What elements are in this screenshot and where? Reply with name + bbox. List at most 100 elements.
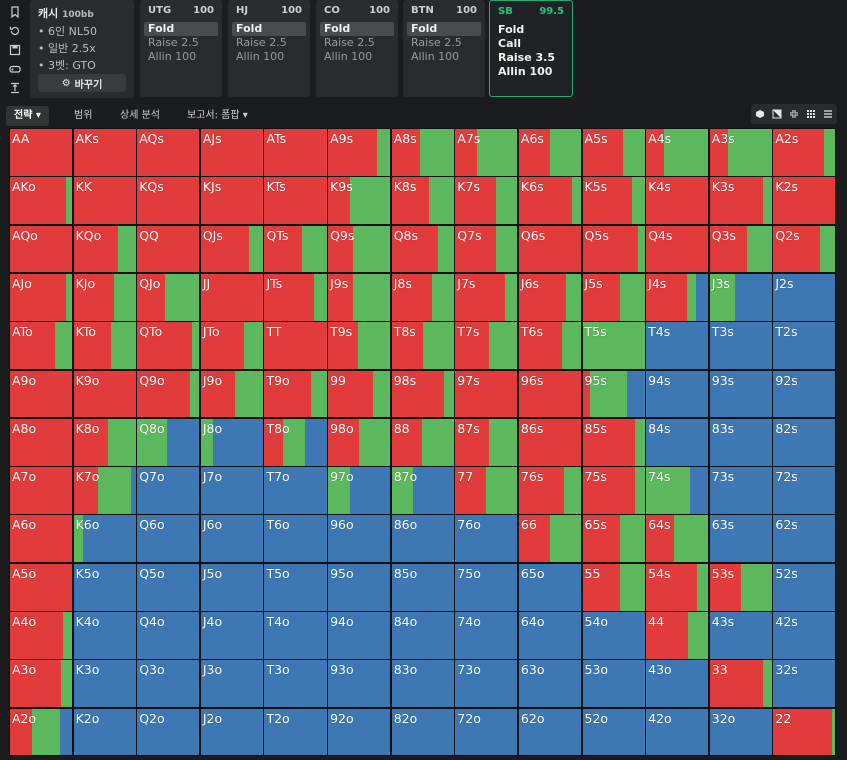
position-panel-hj[interactable]: HJ 100 Fold Raise 2.5 Allin 100 bbox=[228, 0, 310, 97]
position-panel-utg[interactable]: UTG 100 Fold Raise 2.5 Allin 100 bbox=[140, 0, 222, 97]
cube-icon[interactable] bbox=[753, 107, 767, 121]
hand-cell-T9s[interactable]: T9s bbox=[327, 321, 392, 371]
hand-cell-K7o[interactable]: K7o bbox=[72, 466, 137, 515]
hand-cell-JTo[interactable]: JTo bbox=[199, 321, 264, 371]
hand-cell-J9o[interactable]: J9o bbox=[199, 369, 264, 419]
hand-cell-52o[interactable]: 52o bbox=[581, 707, 646, 757]
hand-cell-KQs[interactable]: KQs bbox=[136, 176, 201, 226]
hand-cell-K6o[interactable]: K6o bbox=[72, 514, 137, 564]
action-allin[interactable]: Allin 100 bbox=[236, 50, 285, 63]
hand-cell-ATo[interactable]: ATo bbox=[9, 321, 74, 371]
hand-cell-54o[interactable]: 54o bbox=[581, 611, 646, 660]
hand-cell-94s[interactable]: 94s bbox=[645, 369, 710, 419]
hand-cell-J3s[interactable]: J3s bbox=[708, 272, 773, 322]
action-call[interactable]: Call bbox=[498, 37, 522, 50]
hand-cell-65o[interactable]: 65o bbox=[517, 562, 583, 612]
hand-cell-Q9s[interactable]: Q9s bbox=[327, 224, 392, 274]
hand-cell-Q3s[interactable]: Q3s bbox=[708, 224, 773, 274]
hand-cell-Q6s[interactable]: Q6s bbox=[517, 224, 583, 274]
hand-cell-95o[interactable]: 95o bbox=[327, 562, 392, 612]
align-icon[interactable] bbox=[7, 80, 23, 96]
hand-cell-J4s[interactable]: J4s bbox=[645, 272, 710, 322]
hand-cell-74s[interactable]: 74s bbox=[645, 466, 710, 515]
hand-cell-J2s[interactable]: J2s bbox=[772, 272, 837, 322]
hand-cell-K9s[interactable]: K9s bbox=[327, 176, 392, 226]
hand-cell-73o[interactable]: 73o bbox=[454, 659, 519, 709]
hand-cell-KTs[interactable]: KTs bbox=[263, 176, 328, 226]
hand-cell-84s[interactable]: 84s bbox=[645, 417, 710, 467]
gamepad-icon[interactable] bbox=[7, 61, 23, 77]
hand-cell-A7s[interactable]: A7s bbox=[454, 128, 519, 177]
hand-cell-77[interactable]: 77 bbox=[454, 466, 519, 515]
hand-cell-83o[interactable]: 83o bbox=[390, 659, 455, 709]
hand-cell-32s[interactable]: 32s bbox=[772, 659, 837, 709]
hand-cell-J8o[interactable]: J8o bbox=[199, 417, 264, 467]
hand-cell-44[interactable]: 44 bbox=[645, 611, 710, 660]
hand-cell-92s[interactable]: 92s bbox=[772, 369, 837, 419]
action-raise[interactable]: Raise 2.5 bbox=[148, 36, 199, 49]
hand-cell-A6o[interactable]: A6o bbox=[9, 514, 74, 564]
hand-cell-75o[interactable]: 75o bbox=[454, 562, 519, 612]
hand-cell-Q5o[interactable]: Q5o bbox=[136, 562, 201, 612]
hand-cell-J8s[interactable]: J8s bbox=[390, 272, 455, 322]
hand-cell-64s[interactable]: 64s bbox=[645, 514, 710, 564]
hand-cell-Q9o[interactable]: Q9o bbox=[136, 369, 201, 419]
hand-cell-ATs[interactable]: ATs bbox=[263, 128, 328, 177]
hand-cell-JJ[interactable]: JJ bbox=[199, 272, 264, 322]
change-button[interactable]: ⚙ 바꾸기 bbox=[38, 74, 126, 92]
hand-cell-T7s[interactable]: T7s bbox=[454, 321, 519, 371]
hand-cell-32o[interactable]: 32o bbox=[708, 707, 773, 757]
hand-cell-Q2s[interactable]: Q2s bbox=[772, 224, 837, 274]
history-icon[interactable] bbox=[7, 23, 23, 39]
hand-cell-93o[interactable]: 93o bbox=[327, 659, 392, 709]
hand-cell-93s[interactable]: 93s bbox=[708, 369, 773, 419]
hand-cell-A9o[interactable]: A9o bbox=[9, 369, 74, 419]
compress-icon[interactable] bbox=[787, 107, 801, 121]
hand-cell-Q7s[interactable]: Q7s bbox=[454, 224, 519, 274]
hand-cell-42o[interactable]: 42o bbox=[645, 707, 710, 757]
hand-cell-J7o[interactable]: J7o bbox=[199, 466, 264, 515]
hand-cell-KTo[interactable]: KTo bbox=[72, 321, 137, 371]
hand-cell-63s[interactable]: 63s bbox=[708, 514, 773, 564]
hand-cell-97s[interactable]: 97s bbox=[454, 369, 519, 419]
hand-cell-Q2o[interactable]: Q2o bbox=[136, 707, 201, 757]
grid-icon[interactable] bbox=[804, 107, 818, 121]
hand-cell-94o[interactable]: 94o bbox=[327, 611, 392, 660]
position-panel-sb[interactable]: SB 99.5 Fold Call Raise 3.5 Allin 100 bbox=[489, 0, 573, 97]
hand-cell-76s[interactable]: 76s bbox=[517, 466, 583, 515]
tab-range[interactable]: 범위 bbox=[74, 110, 93, 121]
hand-cell-A2s[interactable]: A2s bbox=[772, 128, 837, 177]
hand-cell-43o[interactable]: 43o bbox=[645, 659, 710, 709]
hand-cell-55[interactable]: 55 bbox=[581, 562, 646, 612]
hand-cell-73s[interactable]: 73s bbox=[708, 466, 773, 515]
action-fold[interactable]: Fold bbox=[320, 22, 394, 36]
hand-cell-AJo[interactable]: AJo bbox=[9, 272, 74, 322]
hand-cell-53s[interactable]: 53s bbox=[708, 562, 773, 612]
hand-cell-K6s[interactable]: K6s bbox=[517, 176, 583, 226]
save-icon[interactable] bbox=[7, 42, 23, 58]
hand-cell-99[interactable]: 99 bbox=[327, 369, 392, 419]
split-view-icon[interactable] bbox=[770, 107, 784, 121]
hand-cell-K2s[interactable]: K2s bbox=[772, 176, 837, 226]
hand-cell-KQo[interactable]: KQo bbox=[72, 224, 137, 274]
hand-cell-T8s[interactable]: T8s bbox=[390, 321, 455, 371]
hand-cell-96o[interactable]: 96o bbox=[327, 514, 392, 564]
tab-strategy[interactable]: 전략 ▾ bbox=[6, 106, 49, 126]
hand-cell-J6s[interactable]: J6s bbox=[517, 272, 583, 322]
hand-cell-72s[interactable]: 72s bbox=[772, 466, 837, 515]
hand-cell-95s[interactable]: 95s bbox=[581, 369, 646, 419]
hand-cell-A2o[interactable]: A2o bbox=[9, 707, 74, 757]
hand-cell-62s[interactable]: 62s bbox=[772, 514, 837, 564]
action-raise[interactable]: Raise 2.5 bbox=[324, 36, 375, 49]
hand-cell-82o[interactable]: 82o bbox=[390, 707, 455, 757]
hand-cell-QTo[interactable]: QTo bbox=[136, 321, 201, 371]
hand-cell-86o[interactable]: 86o bbox=[390, 514, 455, 564]
action-raise[interactable]: Raise 2.5 bbox=[411, 36, 462, 49]
hand-cell-K5s[interactable]: K5s bbox=[581, 176, 646, 226]
hand-cell-K4o[interactable]: K4o bbox=[72, 611, 137, 660]
hand-cell-AKs[interactable]: AKs bbox=[72, 128, 137, 177]
hand-cell-83s[interactable]: 83s bbox=[708, 417, 773, 467]
hand-cell-QTs[interactable]: QTs bbox=[263, 224, 328, 274]
hand-cell-Q4o[interactable]: Q4o bbox=[136, 611, 201, 660]
hand-cell-A3s[interactable]: A3s bbox=[708, 128, 773, 177]
